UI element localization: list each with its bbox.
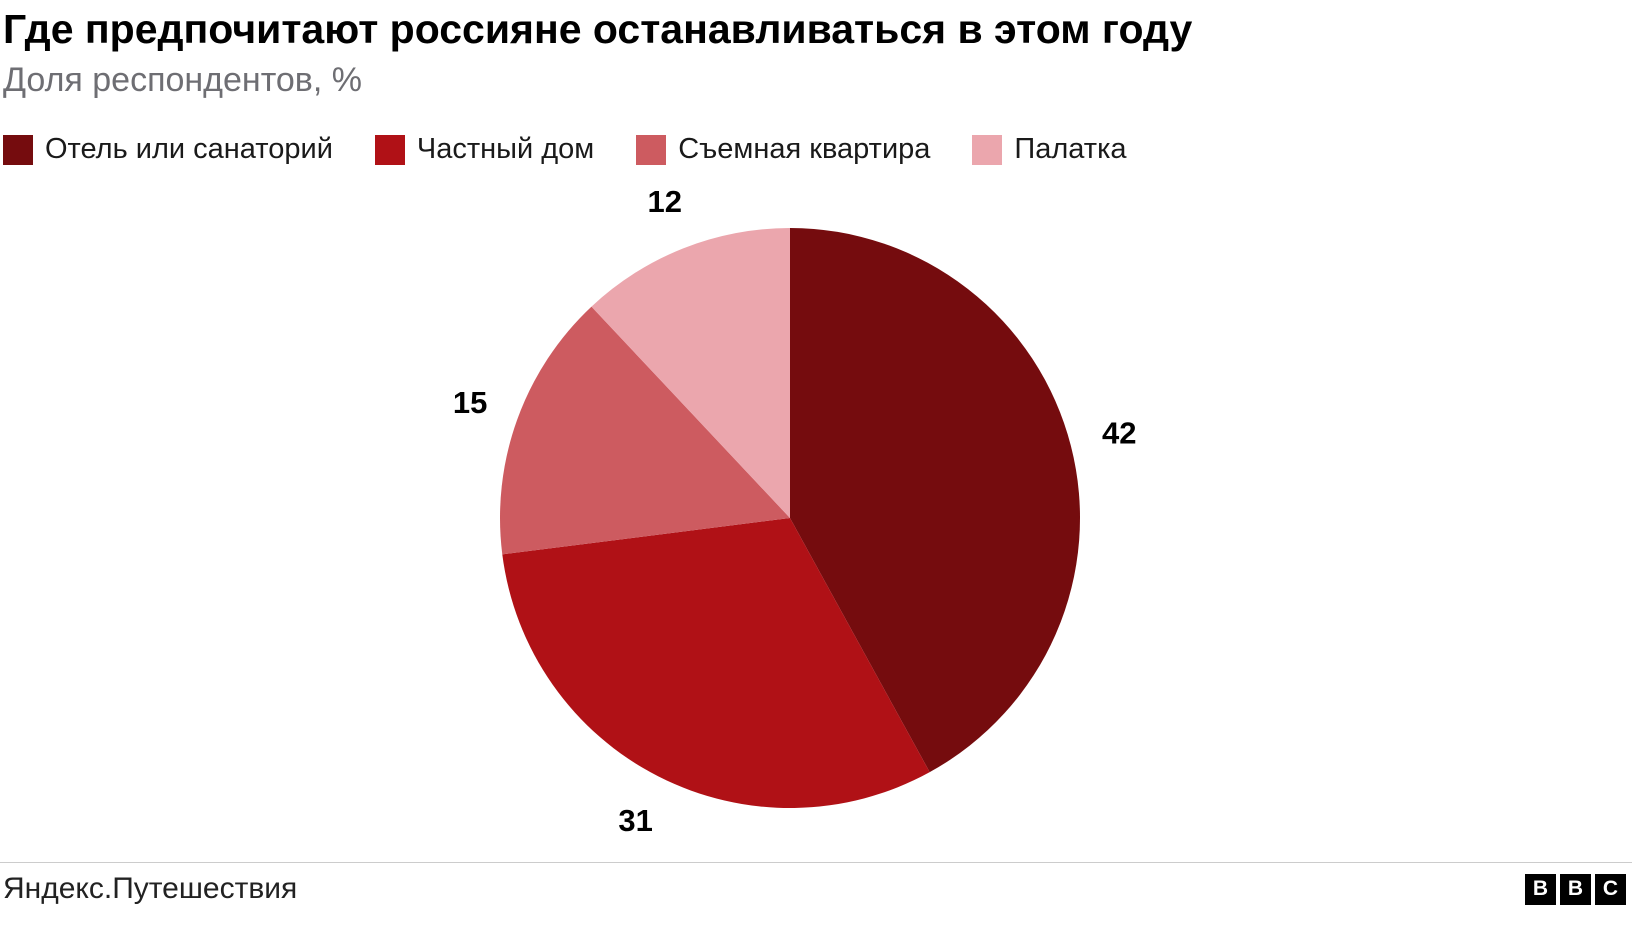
legend-label: Палатка bbox=[1014, 133, 1127, 165]
bbc-logo-letter-2: C bbox=[1595, 873, 1626, 905]
pie-slice-3 bbox=[591, 228, 790, 518]
legend-label: Отель или санаторий bbox=[45, 133, 333, 165]
legend-swatch-icon bbox=[374, 134, 405, 165]
pie-slice-value-label-1: 31 bbox=[618, 803, 652, 838]
legend-label: Частный дом bbox=[416, 133, 595, 165]
pie-slice-value-label-3: 12 bbox=[648, 184, 682, 219]
legend-swatch-icon bbox=[3, 134, 33, 165]
legend-swatch-icon bbox=[636, 134, 667, 165]
pie-chart: 42 31 15 12 bbox=[0, 182, 1632, 862]
bbc-logo-letter-0: B bbox=[1525, 873, 1556, 905]
chart-header: Где предпочитают россияне останавливатьс… bbox=[3, 6, 1629, 100]
legend-item-1: Частный дом bbox=[374, 133, 595, 166]
legend-item-2: Съемная квартира bbox=[636, 133, 930, 166]
legend-item-0: Отель или санаторий bbox=[3, 133, 333, 166]
pie-slice-2 bbox=[500, 306, 790, 555]
legend-swatch-icon bbox=[972, 134, 1003, 165]
chart-title: Где предпочитают россияне останавливатьс… bbox=[3, 6, 1193, 52]
bbc-logo-letter-1: B bbox=[1560, 873, 1591, 905]
pie-chart-svg: 42 31 15 12 bbox=[453, 184, 1137, 838]
pie-slice-1 bbox=[502, 518, 930, 809]
legend-item-3: Палатка bbox=[972, 133, 1127, 166]
chart-subtitle: Доля респондентов, % bbox=[3, 61, 362, 100]
legend: Отель или санаторий Частный дом Съемная кв… bbox=[3, 133, 1127, 166]
pie-slice-0 bbox=[790, 228, 1081, 773]
legend-label: Съемная квартира bbox=[678, 133, 931, 165]
pie-slice-value-label-0: 42 bbox=[1102, 415, 1136, 450]
source-label: Яндекс.Путешествия bbox=[3, 872, 298, 905]
footer-divider bbox=[0, 862, 1632, 863]
pie-slice-value-label-2: 15 bbox=[453, 385, 487, 420]
